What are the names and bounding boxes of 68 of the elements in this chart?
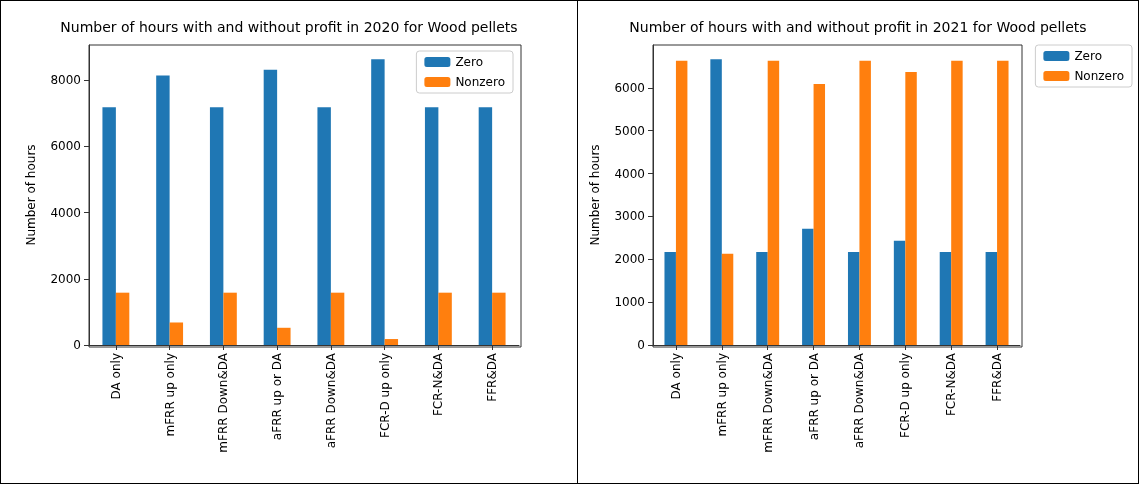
y-axis-title: Number of hours: [588, 144, 602, 246]
bar: [813, 84, 826, 345]
x-tick-label: FFR&DA: [485, 352, 500, 402]
y-tick-label: 2000: [50, 271, 81, 286]
bar: [756, 252, 768, 345]
bar: [102, 107, 116, 345]
bar: [997, 60, 1009, 345]
x-tick-label: mFRR up only: [162, 353, 177, 437]
bar: [371, 59, 385, 345]
x-tick-label: aFRR up or DA: [806, 352, 821, 441]
bar: [223, 292, 237, 345]
y-tick-label: 3000: [614, 209, 645, 224]
chart-title: Number of hours with and without profit in 2020 for Wood pellets: [60, 19, 518, 35]
bar: [492, 292, 506, 345]
bar: [893, 240, 906, 345]
x-tick-label: mFRR Down&DA: [216, 352, 231, 453]
x-tick-label: aFRR Down&DA: [852, 352, 867, 449]
x-tick-label: FCR-D up only: [898, 353, 913, 438]
y-tick-label: 4000: [614, 166, 645, 181]
chart-title: Number of hours with and without profit in 2021 for Wood pellets: [629, 19, 1087, 35]
bar: [905, 72, 917, 345]
y-tick-label: 1000: [614, 295, 645, 310]
bar: [115, 292, 130, 345]
legend-label: Zero: [455, 55, 484, 69]
bar: [939, 252, 952, 345]
y-tick-label: 2000: [614, 252, 645, 267]
y-tick-label: 5000: [614, 123, 645, 138]
x-tick-label: mFRR up only: [714, 353, 729, 437]
bar: [859, 60, 871, 345]
bar: [675, 60, 688, 345]
bar: [951, 60, 963, 345]
bar: [767, 60, 780, 345]
x-tick-label: FFR&DA: [990, 352, 1005, 402]
bar: [277, 327, 291, 345]
bar: [847, 252, 860, 345]
y-tick-label: 4000: [50, 205, 81, 220]
x-tick-label: aFRR up or DA: [270, 352, 285, 441]
legend-label: Nonzero: [455, 75, 506, 89]
y-tick-label: 0: [73, 338, 81, 352]
bar: [209, 107, 224, 345]
legend-label: Nonzero: [1074, 69, 1125, 83]
x-tick-label: DA only: [108, 353, 123, 400]
bar: [317, 107, 331, 345]
y-tick-label: 6000: [614, 80, 645, 95]
y-tick-label: 0: [637, 338, 645, 352]
bar: [478, 107, 493, 345]
bar: [424, 107, 439, 345]
x-tick-label: FCR-N&DA: [431, 352, 446, 417]
bar: [802, 228, 814, 345]
x-tick-label: FCR-D up only: [377, 353, 392, 438]
x-tick-label: DA only: [668, 353, 683, 400]
bar: [985, 252, 998, 345]
bar: [721, 253, 734, 345]
bar: [710, 59, 722, 345]
bar: [384, 339, 399, 345]
bar: [330, 292, 345, 345]
bar: [169, 322, 184, 345]
x-tick-label: FCR-N&DA: [944, 352, 959, 417]
legend-label: Zero: [1074, 49, 1103, 63]
y-tick-label: 8000: [50, 73, 81, 88]
x-tick-label: aFRR Down&DA: [323, 352, 338, 449]
bar: [664, 252, 676, 345]
bar: [156, 75, 170, 345]
y-tick-label: 6000: [50, 139, 81, 154]
bar: [263, 69, 278, 345]
y-axis-title: Number of hours: [24, 144, 38, 246]
x-tick-label: mFRR Down&DA: [760, 352, 775, 453]
bar: [438, 292, 452, 345]
